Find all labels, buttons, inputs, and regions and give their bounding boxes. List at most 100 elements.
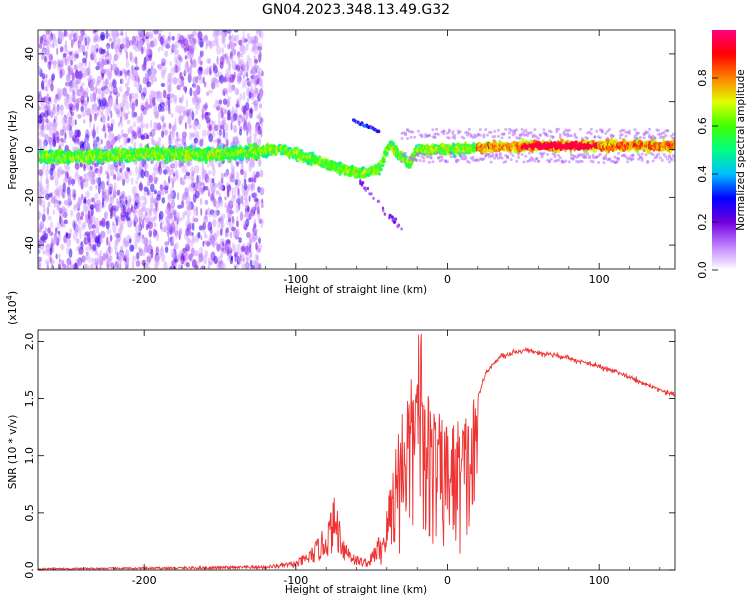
spectrogram-cell <box>81 44 86 54</box>
spectrogram-cell <box>104 211 108 220</box>
spectrogram-cell <box>156 233 159 242</box>
spectrogram-cell <box>237 202 240 212</box>
spectrogram-cell <box>109 90 113 96</box>
spectrogram-cell <box>77 129 81 138</box>
spectrogram-cell <box>247 183 252 191</box>
spectrogram-cell <box>87 210 91 220</box>
spectrogram-cell <box>139 181 143 191</box>
spectrogram-cell <box>60 107 64 117</box>
spectrogram-cell <box>158 137 162 142</box>
spectrogram-cell <box>223 243 229 252</box>
spectrogram-cell <box>99 263 102 269</box>
spectrogram-cell <box>89 204 95 210</box>
spectrogram-cell <box>116 53 120 60</box>
spectrogram-cell <box>182 194 185 200</box>
spectrogram-cell <box>43 133 50 140</box>
spectrogram-cell <box>253 136 257 144</box>
spectrogram-cell <box>86 108 90 114</box>
spectrogram-cell <box>235 159 238 166</box>
spectrogram-cell <box>187 238 190 244</box>
spectrogram-cell <box>192 236 196 244</box>
spectrogram-cell <box>187 201 192 210</box>
spectrogram-cell <box>219 74 225 84</box>
spectrogram-cell <box>48 62 51 71</box>
spectrogram-cell <box>162 114 165 121</box>
spectrogram-cell <box>141 218 145 229</box>
spectrogram-cell <box>43 232 49 240</box>
spectrogram-cell <box>253 64 258 70</box>
spectrogram-cell <box>157 103 162 113</box>
spectrogram-cell <box>165 215 171 224</box>
spectrogram-cell <box>101 217 106 228</box>
spectrogram-cell <box>140 95 145 101</box>
spectrogram-cell <box>79 85 83 93</box>
spectrogram-cell <box>256 205 260 215</box>
spectrogram-cell <box>90 257 95 263</box>
spectrogram-cell <box>50 231 54 237</box>
spectrogram-cell <box>208 124 212 131</box>
spectrogram-cell <box>143 77 148 85</box>
spectrogram-cell <box>62 182 66 193</box>
spectrogram-cell <box>52 195 57 204</box>
spectrogram-cell <box>209 40 213 49</box>
spectrogram-cell <box>184 121 187 130</box>
spectrogram-cell <box>160 69 166 76</box>
spectrogram-cell <box>39 180 43 190</box>
spectrogram-cell <box>95 225 100 234</box>
spectrogram-cell <box>111 30 115 37</box>
spectrogram-cell <box>183 38 189 47</box>
spectrogram-cell <box>85 254 89 261</box>
spectrogram-cell <box>57 233 60 239</box>
spectrogram-cell <box>248 195 251 202</box>
spectrogram-cell <box>95 84 98 92</box>
spectrogram-cell <box>177 54 182 61</box>
spectrogram-cell <box>175 105 179 113</box>
spectrogram-cell <box>378 167 383 172</box>
spectrogram-cell <box>260 30 264 40</box>
spectrogram-cell <box>230 256 233 262</box>
spectrogram-cell <box>223 31 226 37</box>
spectrogram-cell <box>50 110 53 117</box>
spectrogram-cell <box>154 259 160 267</box>
spectrogram-cell <box>109 97 113 106</box>
spectrogram-cell <box>50 221 53 230</box>
spectrogram-cell <box>70 118 75 127</box>
spectrogram-cell <box>212 40 216 47</box>
spectrogram-cell <box>174 258 178 264</box>
spectrogram-cell <box>175 211 180 219</box>
spectrogram-cell <box>120 214 126 222</box>
spectrogram-cell <box>167 212 173 218</box>
spectrogram-cell <box>68 248 73 259</box>
spectrogram-cell <box>96 80 100 86</box>
spectrogram-cell <box>138 216 143 224</box>
spectrogram-cell <box>234 179 238 186</box>
spectrogram-cell <box>89 113 93 123</box>
spectrogram-cell <box>210 120 215 126</box>
spectrogram-cell <box>206 91 210 97</box>
spectrogram-cell <box>157 165 161 172</box>
spectrogram-cell <box>186 210 191 218</box>
spectrogram-cell <box>78 47 82 53</box>
spectrogram-cell <box>224 131 229 141</box>
spectrogram-cell <box>160 185 164 192</box>
spectrogram-cell <box>239 128 242 136</box>
spectrogram-cell <box>113 63 118 71</box>
spectrogram-cell <box>197 66 203 76</box>
spectrogram-cell <box>208 133 214 143</box>
spectrogram-cell <box>119 102 125 112</box>
spectrogram-cell <box>203 230 207 239</box>
spectrogram-cell <box>169 60 172 67</box>
spectrogram-cell <box>110 213 113 219</box>
spectrogram-cell <box>258 42 263 47</box>
spectrogram-cell <box>59 69 63 79</box>
spectrogram-cell <box>47 216 52 221</box>
spectrogram-cell <box>222 37 226 42</box>
spectrogram-cell <box>66 198 71 208</box>
spectrogram-cell <box>198 187 202 193</box>
spectrogram-cell <box>220 221 225 229</box>
spectrogram-cell <box>123 113 127 121</box>
spectrogram-cell <box>119 78 123 84</box>
spectrogram-cell <box>248 244 252 253</box>
spectrogram-cell <box>251 142 257 148</box>
spectrogram-cell <box>258 92 263 100</box>
